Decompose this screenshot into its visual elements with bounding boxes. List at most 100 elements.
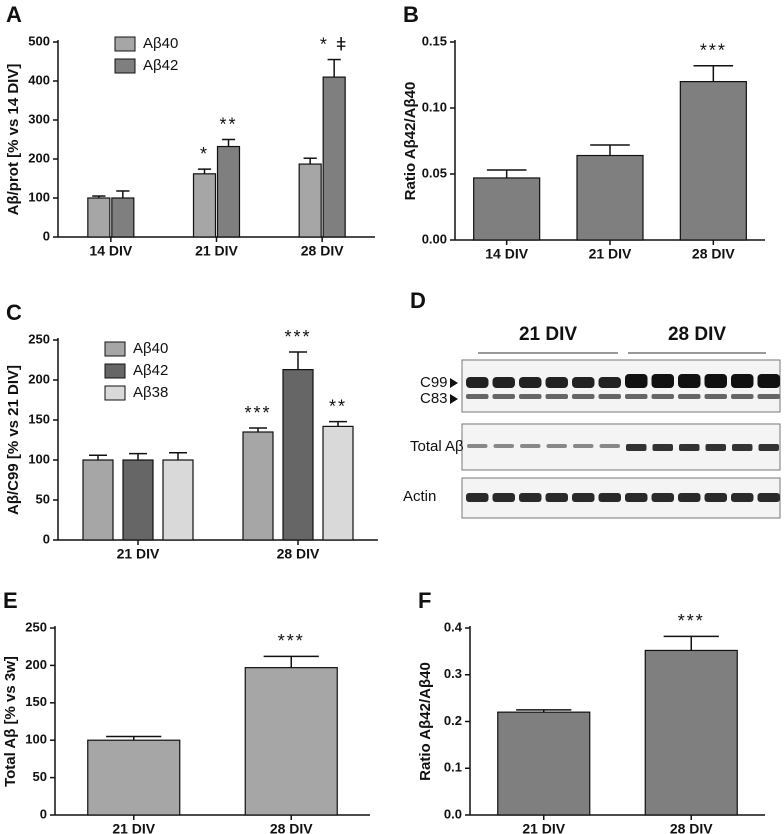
error-bar xyxy=(329,420,347,427)
band xyxy=(572,493,595,502)
significance-label: *** xyxy=(678,611,705,631)
y-tick-label: 150 xyxy=(28,411,50,426)
error-bar xyxy=(249,427,267,432)
band xyxy=(626,444,647,451)
x-tick-label: 21 DIV xyxy=(112,821,155,834)
bar xyxy=(122,459,154,541)
band xyxy=(545,493,568,502)
error-bar xyxy=(590,144,630,156)
band xyxy=(651,374,674,388)
row-label: C83 xyxy=(420,390,448,407)
band xyxy=(757,374,780,388)
y-tick-label: 150 xyxy=(25,694,47,709)
band xyxy=(466,377,489,388)
band xyxy=(572,377,595,388)
legend-swatch xyxy=(104,341,126,357)
legend-label: Aβ38 xyxy=(133,384,168,401)
band xyxy=(705,444,726,451)
y-tick-label: 50 xyxy=(36,491,50,506)
y-tick-label: 100 xyxy=(28,189,50,204)
band xyxy=(704,374,727,388)
panel-label: A xyxy=(6,2,22,27)
error-bar xyxy=(92,195,106,198)
band xyxy=(598,377,621,388)
row-label: Total Aβ xyxy=(410,438,464,455)
y-tick-label: 400 xyxy=(28,72,50,87)
band xyxy=(598,394,621,399)
error-bar xyxy=(263,655,319,668)
band xyxy=(704,493,727,502)
significance-label: ** xyxy=(329,396,347,416)
y-tick-label: 250 xyxy=(28,331,50,346)
band xyxy=(466,493,489,502)
panel-label: E xyxy=(3,588,18,613)
significance-label: *** xyxy=(278,631,305,651)
error-bar xyxy=(129,452,147,460)
y-tick-label: 0 xyxy=(43,228,50,243)
y-tick-label: 100 xyxy=(28,451,50,466)
significance-label: * ǂ xyxy=(320,34,349,54)
band xyxy=(599,444,620,448)
y-tick-label: 0.15 xyxy=(422,33,447,48)
y-tick-label: 50 xyxy=(33,769,47,784)
band xyxy=(572,394,595,399)
legend-swatch xyxy=(114,58,136,74)
x-tick-label: 21 DIV xyxy=(589,246,632,262)
x-tick-label: 28 DIV xyxy=(270,821,313,834)
y-axis-label: Total Aβ [% vs 3w] xyxy=(2,656,19,787)
significance-label: *** xyxy=(700,41,727,61)
x-tick-label: 21 DIV xyxy=(117,546,160,562)
legend-label: Aβ40 xyxy=(133,340,168,357)
bar xyxy=(576,154,644,241)
error-bar xyxy=(303,157,317,165)
bar xyxy=(87,739,181,816)
band xyxy=(520,444,541,448)
y-axis-label: Aβ/C99 [% vs 21 DIV] xyxy=(5,365,22,515)
bar xyxy=(644,649,738,816)
legend-swatch xyxy=(104,385,126,401)
band xyxy=(652,444,673,451)
y-tick-label: 0.3 xyxy=(444,666,462,681)
arrowhead xyxy=(450,378,458,388)
y-tick-label: 0 xyxy=(43,531,50,546)
error-bar xyxy=(516,709,572,713)
band xyxy=(545,394,568,399)
y-tick-label: 0.1 xyxy=(444,760,462,775)
band xyxy=(758,444,779,451)
y-tick-label: 0.4 xyxy=(444,619,463,634)
arrowhead xyxy=(450,394,458,404)
x-tick-label: 21 DIV xyxy=(522,821,565,834)
bar xyxy=(473,177,541,241)
group-label: 21 DIV xyxy=(519,324,577,345)
band xyxy=(731,374,754,388)
error-bar xyxy=(221,138,236,147)
row-label: C99 xyxy=(420,374,448,391)
x-tick-label: 28 DIV xyxy=(301,243,344,259)
bar xyxy=(322,76,346,238)
error-bar xyxy=(327,58,341,78)
bar xyxy=(216,145,241,238)
y-tick-label: 200 xyxy=(25,657,47,672)
band xyxy=(598,493,621,502)
y-tick-label: 0.05 xyxy=(422,165,447,180)
error-bar xyxy=(289,351,307,370)
band xyxy=(678,493,701,502)
error-bar xyxy=(89,454,107,460)
band xyxy=(678,374,701,388)
band xyxy=(545,377,568,388)
y-tick-label: 200 xyxy=(28,150,50,165)
significance-label: *** xyxy=(244,403,271,423)
y-tick-label: 0.0 xyxy=(444,806,462,821)
significance-label: * xyxy=(200,144,209,164)
bar xyxy=(679,80,747,241)
significance-label: ** xyxy=(219,114,237,134)
y-tick-label: 0 xyxy=(40,806,47,821)
y-tick-label: 100 xyxy=(25,732,47,747)
bar xyxy=(322,425,354,541)
y-tick-label: 200 xyxy=(28,371,50,386)
y-tick-label: 0.2 xyxy=(444,713,462,728)
band xyxy=(679,444,700,451)
band xyxy=(573,444,594,448)
error-bar xyxy=(116,190,130,198)
